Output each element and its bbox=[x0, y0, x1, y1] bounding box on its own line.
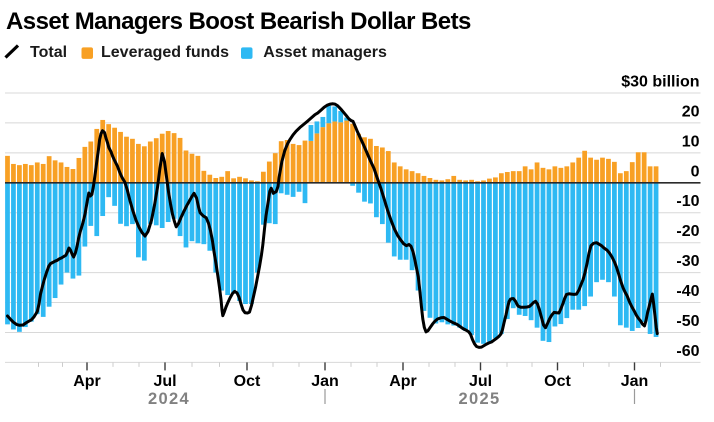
svg-text:Asset managers: Asset managers bbox=[263, 44, 387, 61]
svg-text:-30: -30 bbox=[676, 253, 699, 270]
svg-text:2025: 2025 bbox=[459, 390, 501, 408]
svg-text:Total: Total bbox=[30, 44, 67, 61]
svg-text:Jul: Jul bbox=[469, 373, 492, 390]
svg-text:Jan: Jan bbox=[621, 373, 649, 390]
svg-text:Oct: Oct bbox=[544, 373, 571, 390]
svg-text:$30 billion: $30 billion bbox=[621, 74, 699, 91]
svg-text:2024: 2024 bbox=[148, 390, 190, 408]
svg-text:Apr: Apr bbox=[389, 373, 417, 390]
svg-text:Asset Managers Boost Bearish D: Asset Managers Boost Bearish Dollar Bets bbox=[6, 8, 471, 35]
svg-text:0: 0 bbox=[691, 163, 700, 180]
svg-text:Apr: Apr bbox=[73, 373, 101, 390]
svg-text:Jul: Jul bbox=[153, 373, 176, 390]
svg-text:Leveraged funds: Leveraged funds bbox=[101, 44, 229, 61]
svg-text:-50: -50 bbox=[676, 313, 699, 330]
svg-text:-10: -10 bbox=[676, 193, 699, 210]
svg-text:-20: -20 bbox=[676, 223, 699, 240]
svg-text:-40: -40 bbox=[676, 283, 699, 300]
svg-text:Jan: Jan bbox=[311, 373, 339, 390]
svg-text:20: 20 bbox=[682, 103, 700, 120]
svg-text:Oct: Oct bbox=[234, 373, 261, 390]
svg-text:10: 10 bbox=[682, 133, 700, 150]
svg-text:-60: -60 bbox=[676, 343, 699, 360]
